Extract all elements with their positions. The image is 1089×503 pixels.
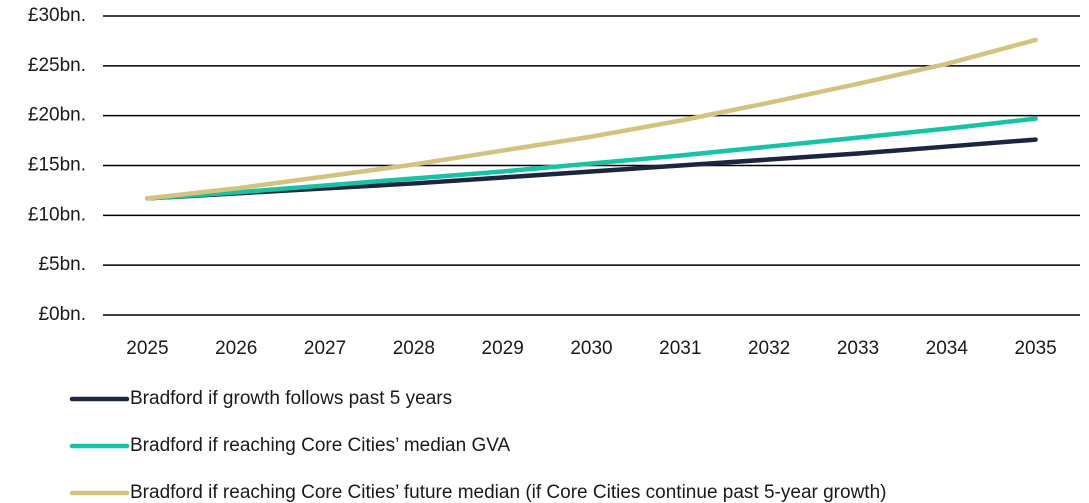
series-line xyxy=(145,137,1038,201)
x-tick-label: 2028 xyxy=(393,338,435,359)
y-tick-label: £10bn. xyxy=(28,204,86,225)
y-tick-label: £20bn. xyxy=(28,105,86,126)
x-tick-label: 2035 xyxy=(1014,338,1056,359)
legend-label: Bradford if reaching Core Cities’ future… xyxy=(130,482,886,503)
y-tick-label: £0bn. xyxy=(38,304,86,325)
x-tick-label: 2033 xyxy=(837,338,879,359)
y-tick-label: £5bn. xyxy=(38,254,86,275)
legend-label: Bradford if growth follows past 5 years xyxy=(130,388,452,409)
series-line xyxy=(145,37,1038,201)
x-tick-label: 2025 xyxy=(126,338,168,359)
x-tick-label: 2029 xyxy=(482,338,524,359)
x-tick-label: 2026 xyxy=(215,338,257,359)
y-tick-label: £30bn. xyxy=(28,5,86,26)
x-tick-label: 2031 xyxy=(659,338,701,359)
x-tick-label: 2034 xyxy=(926,338,969,359)
y-tick-label: £15bn. xyxy=(28,155,86,176)
x-tick-label: 2027 xyxy=(304,338,346,359)
x-tick-label: 2032 xyxy=(748,338,790,359)
series-line xyxy=(145,116,1038,201)
legend-label: Bradford if reaching Core Cities’ median… xyxy=(130,435,510,456)
x-tick-label: 2030 xyxy=(570,338,612,359)
y-tick-label: £25bn. xyxy=(28,55,86,76)
